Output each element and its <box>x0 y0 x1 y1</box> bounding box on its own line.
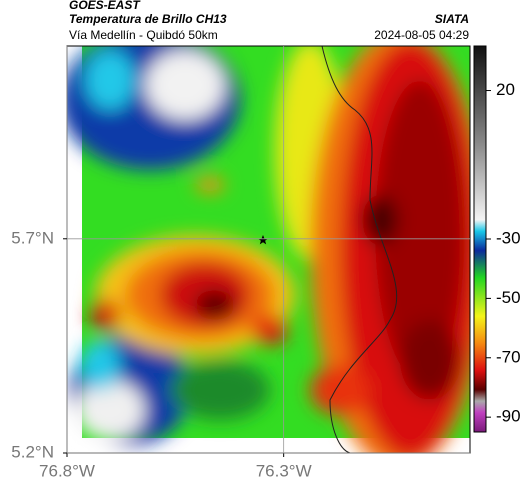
colorbar-tick-label: -30 <box>496 228 521 247</box>
colorbar-tick-label: -90 <box>496 407 521 426</box>
org: SIATA <box>435 12 469 26</box>
colorbar-tick-label: -70 <box>496 347 521 366</box>
subtitle: Vía Medellín - Quibdó 50km <box>69 28 218 42</box>
colorbar-tick-label: 20 <box>496 80 515 99</box>
x-tick-label: 76.3°W <box>256 461 312 480</box>
source: GOES-EAST <box>69 0 141 12</box>
datetime: 2024-08-05 04:29 <box>374 28 469 42</box>
y-tick-label: 5.7°N <box>11 228 54 247</box>
station-marker <box>257 235 269 245</box>
title: Temperatura de Brillo CH13 <box>69 12 227 26</box>
colorbar-tick-label: -50 <box>496 288 521 307</box>
y-tick-label: 5.2°N <box>11 442 54 461</box>
heatmap <box>67 46 470 453</box>
x-tick-label: 76.8°W <box>39 461 95 480</box>
colorbar <box>473 45 487 433</box>
